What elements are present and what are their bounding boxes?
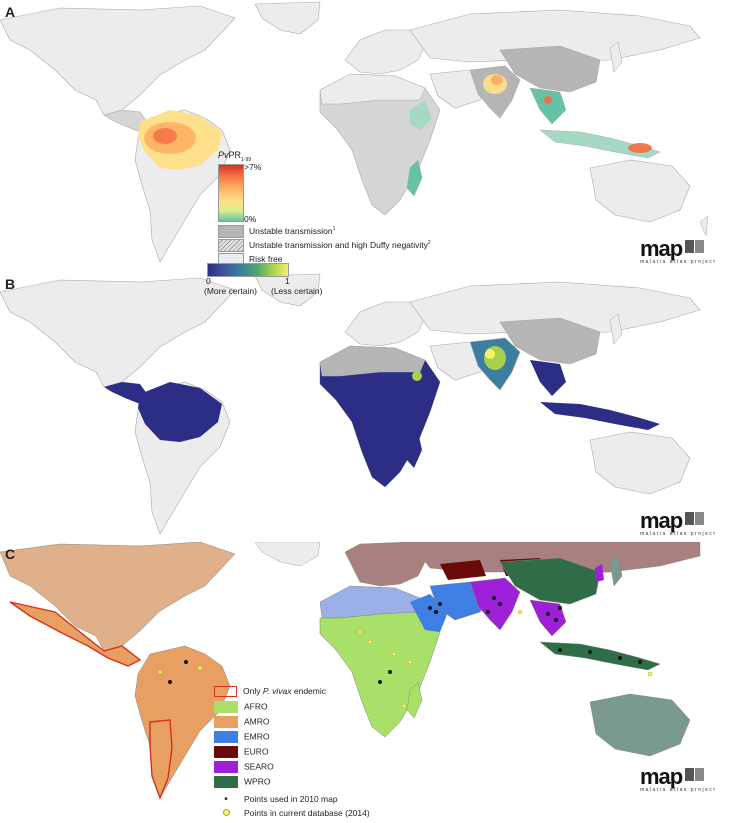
legend-item-amro: AMRO xyxy=(214,716,270,730)
greenland-c xyxy=(254,542,321,567)
japan-wpro xyxy=(609,555,623,587)
caucasus-euro xyxy=(440,560,486,580)
legend-item-emro: EMRO xyxy=(214,731,270,745)
japan-landmass xyxy=(609,41,623,73)
panel-c-letter: C xyxy=(5,546,16,562)
map-logo-c: map malaria atlas project xyxy=(640,764,717,793)
panel-a-pvpr-map: A PvPR1-99 >7% 0% Unstable transmission1… xyxy=(0,0,735,272)
amazon-uncertainty xyxy=(138,382,222,442)
legend-swatch-afro xyxy=(214,701,238,713)
new-zealand-landmass xyxy=(699,215,709,237)
legend-item-wpro: WPRO xyxy=(214,776,270,790)
legend-pvpr-title: PvPR1-99 xyxy=(218,150,252,163)
north-america-landmass xyxy=(0,5,236,116)
pvpr-scale-max-label: >7% xyxy=(244,162,262,172)
panel-c-who-regions-map: C Only P. vivax endemic AFRO AMRO EMRO E… xyxy=(0,542,735,823)
china-wpro xyxy=(499,557,601,605)
madagascar-afro xyxy=(406,681,423,719)
world-map-c xyxy=(0,542,735,823)
southeast-asia-landmass xyxy=(529,87,567,125)
africa-afro xyxy=(319,611,441,738)
southeast-asia-landmass-b xyxy=(530,360,566,396)
legend-swatch-duffy xyxy=(218,239,244,252)
north-america-amro xyxy=(0,542,236,652)
legend-item-unstable: Unstable transmission1 xyxy=(218,225,335,238)
indonesia-archipelago xyxy=(539,129,661,159)
legend-swatch-endemic xyxy=(214,686,237,698)
legend-item-afro: AFRO xyxy=(214,701,268,715)
north-asia-landmass-b xyxy=(409,281,701,335)
uncertainty-tick-max: 1 xyxy=(285,276,290,286)
north-africa-unstable xyxy=(319,73,426,105)
indonesia-archipelago-b xyxy=(540,402,660,430)
world-map-b xyxy=(0,272,735,542)
point-marker-2010: • xyxy=(224,794,228,805)
indonesia-wpro xyxy=(539,641,661,671)
legend-item-points-2010: • Points used in 2010 map xyxy=(214,794,337,808)
china-landmass xyxy=(499,45,601,93)
uncertainty-label-min: (More certain) xyxy=(204,286,257,296)
central-america-landmass-b xyxy=(104,382,150,404)
point-marker-2014 xyxy=(214,808,238,818)
east-africa-risk xyxy=(410,100,432,130)
legend-item-searo: SEARO xyxy=(214,761,274,775)
korea-searo xyxy=(595,564,604,582)
north-america-landmass-b xyxy=(0,277,236,388)
world-map-a xyxy=(0,0,735,272)
panel-b-letter: B xyxy=(5,276,16,292)
north-asia-landmass xyxy=(409,9,701,63)
europe-euro xyxy=(344,542,426,587)
madagascar-landmass-b xyxy=(407,432,422,468)
map-logo-b: map malaria atlas project xyxy=(640,508,717,537)
legend-item-duffy: Unstable transmission and high Duffy neg… xyxy=(218,239,431,252)
legend-swatch-amro xyxy=(214,716,238,728)
survey-points xyxy=(168,596,642,684)
europe-landmass-b xyxy=(344,301,426,347)
greenland-landmass-b xyxy=(254,273,321,307)
greenland-landmass xyxy=(254,1,321,35)
uncertainty-label-max: (Less certain) xyxy=(271,286,323,296)
australia-landmass-b xyxy=(589,431,691,495)
panel-b-uncertainty-map: B map malaria atlas project xyxy=(0,272,735,542)
japan-landmass-b xyxy=(609,313,623,345)
mexico-endemic xyxy=(9,601,142,667)
australia-wpro xyxy=(589,693,691,757)
pvpr-scale-min-label: 0% xyxy=(244,214,257,224)
europe-landmass xyxy=(344,29,426,75)
uncertainty-color-scale xyxy=(207,263,289,277)
southern-cone-endemic xyxy=(149,719,173,800)
map-logo-a: map malaria atlas project xyxy=(640,236,717,265)
legend-swatch-unstable xyxy=(218,225,244,238)
panel-a-letter: A xyxy=(5,4,16,20)
legend-item-endemic: Only P. vivax endemic xyxy=(214,686,326,700)
australia-landmass xyxy=(589,159,691,223)
uncertainty-legend-block: 0 1 (More certain) (Less certain) xyxy=(204,263,323,303)
legend-swatch-euro xyxy=(214,746,238,758)
pvpr-color-scale xyxy=(218,164,244,222)
legend-swatch-searo xyxy=(214,761,238,773)
database-points xyxy=(157,609,653,709)
legend-item-euro: EURO xyxy=(214,746,269,760)
uncertainty-tick-min: 0 xyxy=(206,276,211,286)
legend-swatch-wpro xyxy=(214,776,238,788)
india-searo xyxy=(469,577,521,631)
legend-swatch-emro xyxy=(214,731,238,743)
southeast-asia-searo xyxy=(529,599,567,637)
legend-item-points-2014: Points in current database (2014) xyxy=(214,808,370,822)
madagascar-landmass xyxy=(406,159,423,197)
china-landmass-b xyxy=(499,317,601,365)
